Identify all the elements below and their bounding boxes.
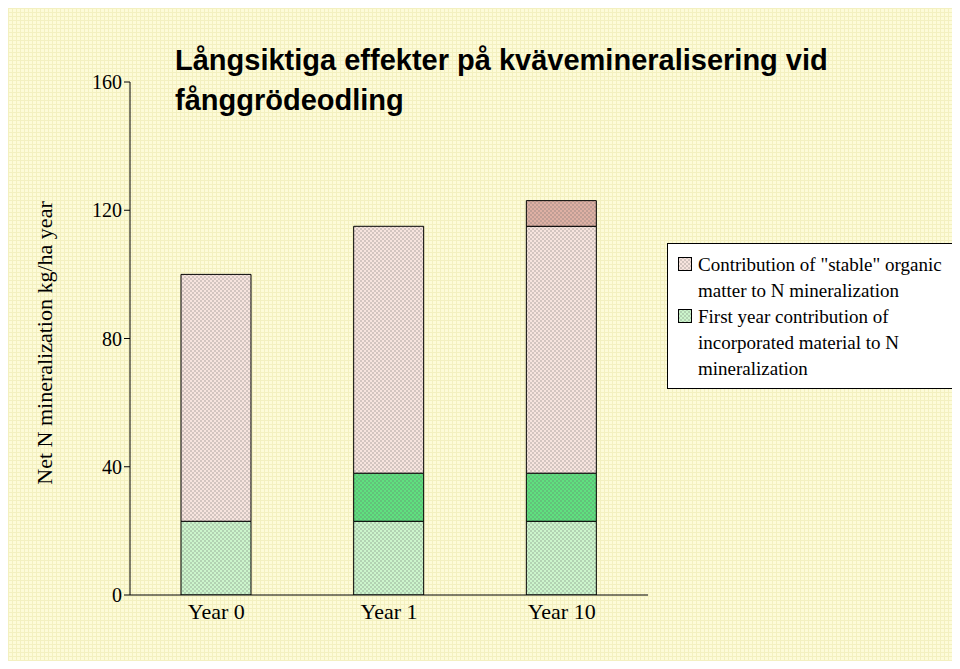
svg-text:80: 80: [102, 328, 122, 350]
svg-text:Year 0: Year 0: [188, 599, 245, 624]
svg-text:40: 40: [102, 456, 122, 478]
svg-text:160: 160: [92, 71, 122, 93]
html-text:Contribution of "stable" organ: Contribution of "stable" organic matter …: [698, 254, 942, 301]
html-text:Net N mineralization kg/ha yea: Net N mineralization kg/ha year: [32, 201, 57, 485]
svg-text:0: 0: [112, 584, 122, 606]
html-text:Långsiktiga effekter på kvävem: Långsiktiga effekter på kvävemineraliser…: [175, 44, 828, 116]
html-text:First year contribution of inc: First year contribution of incorporated …: [698, 306, 899, 379]
svg-text:120: 120: [92, 199, 122, 221]
svg-text:Year 1: Year 1: [360, 599, 417, 624]
svg-text:Year 10: Year 10: [528, 599, 596, 624]
